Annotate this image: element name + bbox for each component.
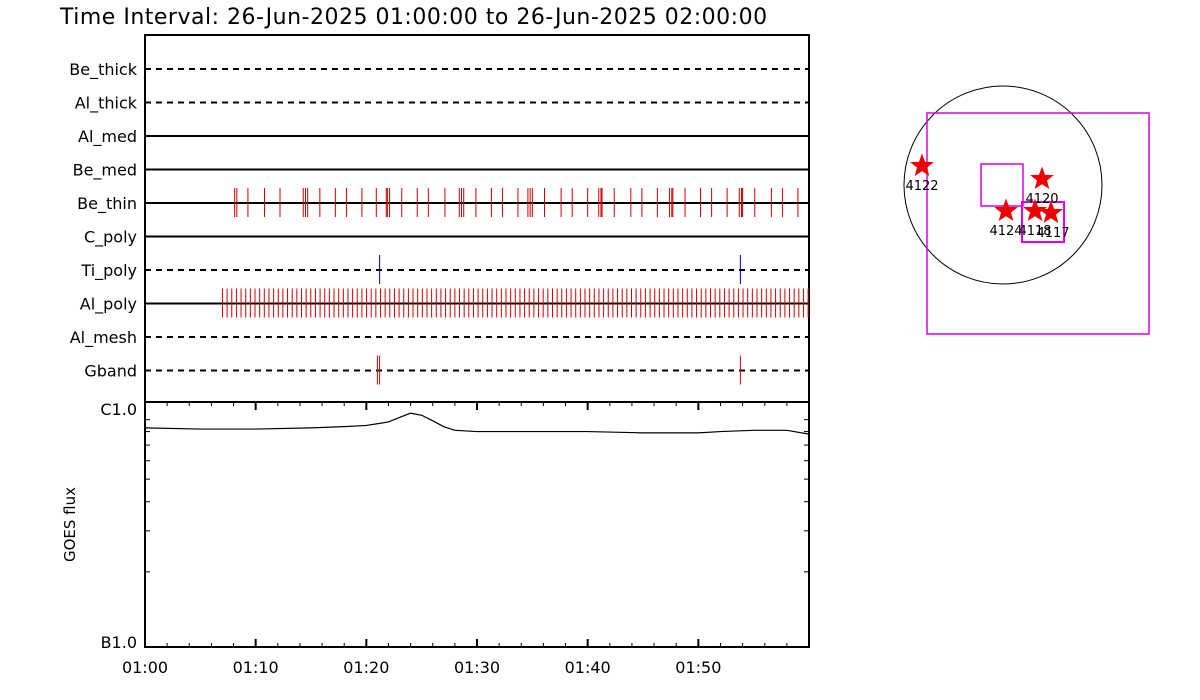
timeline-frame (144, 34, 810, 403)
y-tick-label: B1.0 (101, 633, 137, 652)
goes-flux-panel: C1.0 B1.0 GOES flux 01:00 01:10 01:20 01:30 01:… (61, 400, 810, 677)
x-tick-label: 01:20 (343, 658, 389, 677)
filter-label: Be_thick (69, 60, 137, 80)
active-region-star (994, 198, 1018, 222)
filter-label: Gband (84, 362, 137, 381)
filter-label: Al_med (78, 127, 137, 147)
fov-box-small (1021, 201, 1065, 243)
active-region-label: 4118 (1018, 224, 1051, 239)
fov-box-small (980, 163, 1024, 207)
filter-timeline-panel: Be_thick Al_thick Al_med Be_med Be_thin C_pol… (69, 34, 810, 403)
active-region-star (1039, 200, 1063, 224)
x-tick-label: 01:00 (122, 658, 168, 677)
y-tick-label: C1.0 (100, 400, 137, 419)
filter-label: Al_thick (75, 94, 138, 114)
active-region-label: 4120 (1025, 192, 1058, 207)
active-region-label: 4122 (905, 179, 938, 194)
filter-label: Al_poly (80, 295, 137, 315)
active-region-star (910, 153, 934, 177)
y-axis-label: GOES flux (61, 487, 79, 562)
goes-frame (144, 401, 810, 648)
x-tick-label: 01:50 (675, 658, 721, 677)
filter-label: Ti_poly (80, 261, 137, 281)
active-region-star (1030, 166, 1054, 190)
x-tick-label: 01:30 (454, 658, 500, 677)
filter-label: C_poly (84, 228, 137, 248)
fov-box-large (926, 112, 1150, 335)
filter-label: Be_med (73, 161, 137, 181)
active-region-star (1023, 198, 1047, 222)
page-title: Time Interval: 26-Jun-2025 01:00:00 to 2… (59, 5, 768, 30)
solar-disk (903, 85, 1103, 285)
x-tick-label: 01:40 (565, 658, 611, 677)
x-tick-label: 01:10 (233, 658, 279, 677)
active-region-label: 4117 (1036, 226, 1069, 241)
goes-flux-line (144, 412, 810, 435)
filter-label: Al_mesh (70, 328, 137, 348)
filter-label: Be_thin (77, 194, 137, 214)
active-region-label: 4124 (989, 224, 1022, 239)
